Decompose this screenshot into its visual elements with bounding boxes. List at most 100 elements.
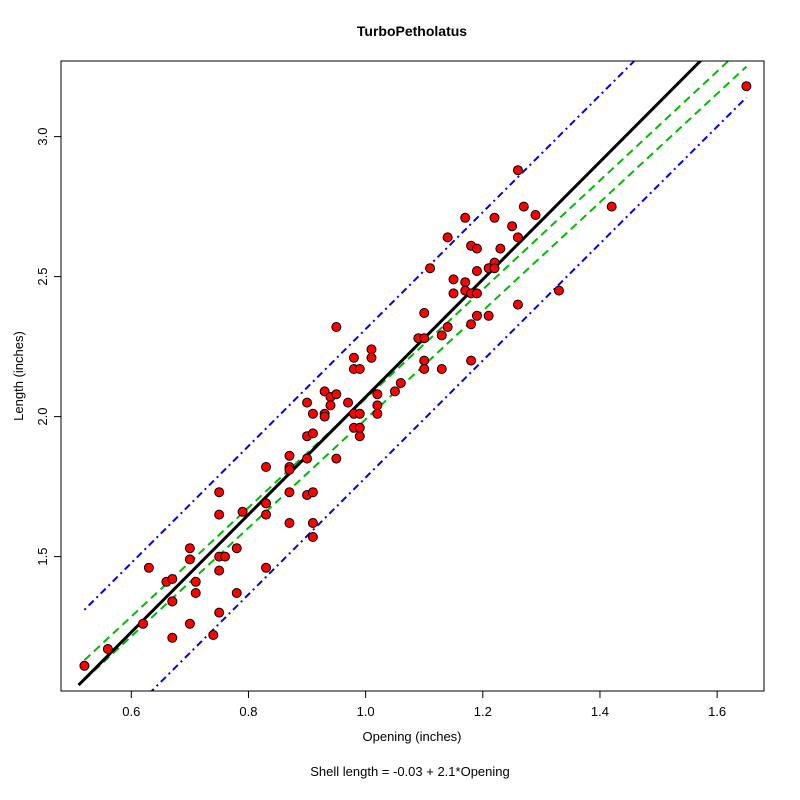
data-point xyxy=(460,277,471,288)
data-point xyxy=(471,243,482,254)
data-point xyxy=(190,588,201,598)
y-axis: 1.5 2.0 2.5 3.0 xyxy=(35,128,62,566)
data-point xyxy=(167,596,178,607)
data-point xyxy=(319,411,330,422)
data-point xyxy=(220,551,231,562)
x-tick-label: 0.6 xyxy=(122,704,140,719)
data-point xyxy=(460,212,471,223)
data-point xyxy=(79,660,90,671)
y-tick-label: 2.0 xyxy=(35,408,50,426)
data-point xyxy=(354,422,365,433)
data-point xyxy=(495,243,506,254)
chart-title: TurboPetholatus xyxy=(357,23,467,39)
data-point xyxy=(436,330,447,341)
data-point xyxy=(302,397,313,408)
data-point xyxy=(143,562,154,573)
regression-fit-line xyxy=(77,61,703,687)
data-point xyxy=(366,352,377,363)
prediction-band-upper xyxy=(83,61,636,611)
data-point xyxy=(102,644,113,654)
data-point xyxy=(372,400,383,411)
data-point xyxy=(261,509,272,520)
data-point xyxy=(442,232,453,243)
data-point xyxy=(471,310,482,321)
regression-equation-caption: Shell length = -0.03 + 2.1*Opening xyxy=(310,764,509,779)
data-point xyxy=(372,408,383,419)
data-point xyxy=(138,618,149,629)
data-point xyxy=(419,333,430,344)
data-point xyxy=(354,431,365,442)
data-point xyxy=(354,408,365,419)
data-point xyxy=(261,498,272,509)
data-point xyxy=(237,506,248,517)
data-point xyxy=(389,386,400,397)
plot-area xyxy=(77,61,752,691)
data-point xyxy=(231,588,242,598)
data-point xyxy=(471,288,482,299)
data-point xyxy=(366,344,377,355)
x-tick-label: 1.2 xyxy=(474,704,492,719)
data-point xyxy=(284,450,295,461)
data-point xyxy=(419,364,430,374)
data-point xyxy=(419,308,430,318)
data-point xyxy=(208,630,219,640)
data-point xyxy=(466,319,477,330)
data-point xyxy=(214,509,225,520)
x-tick-label: 1.4 xyxy=(591,704,609,719)
x-tick-label: 1.6 xyxy=(708,704,726,719)
data-point xyxy=(331,322,342,332)
data-point xyxy=(261,462,272,472)
data-point xyxy=(348,352,359,363)
data-point xyxy=(448,288,459,299)
data-point xyxy=(307,532,318,542)
data-point xyxy=(448,274,459,285)
data-point xyxy=(184,543,195,554)
x-tick-label: 1.0 xyxy=(357,704,375,719)
data-point xyxy=(553,285,564,296)
data-point xyxy=(325,400,336,411)
data-point xyxy=(518,201,529,212)
data-point xyxy=(436,364,447,374)
confidence-band-lower xyxy=(83,65,748,681)
x-axis: 0.6 0.8 1.0 1.2 1.4 1.6 xyxy=(122,690,726,719)
data-point xyxy=(214,565,225,576)
data-point xyxy=(307,408,318,419)
data-point xyxy=(741,81,752,92)
data-point xyxy=(261,562,272,573)
y-tick-label: 3.0 xyxy=(35,128,50,146)
data-point xyxy=(284,487,295,498)
x-axis-label: Opening (inches) xyxy=(363,729,462,744)
y-axis-label: Length (inches) xyxy=(11,331,26,421)
y-tick-label: 2.5 xyxy=(35,268,50,286)
data-point xyxy=(214,487,225,498)
data-point xyxy=(343,397,354,408)
data-point xyxy=(307,487,318,498)
data-point xyxy=(307,428,318,439)
data-point xyxy=(489,212,500,223)
data-point xyxy=(214,607,225,618)
data-point xyxy=(307,518,318,528)
data-point xyxy=(184,554,195,565)
data-point xyxy=(489,263,500,274)
data-point xyxy=(425,263,436,274)
data-point xyxy=(167,574,178,584)
data-point xyxy=(372,389,383,400)
prediction-band-lower xyxy=(150,96,748,691)
data-point xyxy=(231,543,242,554)
data-point xyxy=(331,453,342,464)
data-point xyxy=(190,576,201,587)
data-point xyxy=(284,518,295,528)
data-point xyxy=(483,310,494,321)
data-point xyxy=(419,355,430,366)
data-point xyxy=(471,266,482,276)
data-point xyxy=(507,221,518,232)
data-point xyxy=(395,378,406,388)
y-tick-label: 1.5 xyxy=(35,548,50,566)
data-point xyxy=(512,232,523,243)
data-point xyxy=(442,322,453,332)
data-point xyxy=(167,632,178,643)
data-point xyxy=(530,210,541,220)
data-point xyxy=(354,364,365,374)
data-point xyxy=(331,389,342,400)
